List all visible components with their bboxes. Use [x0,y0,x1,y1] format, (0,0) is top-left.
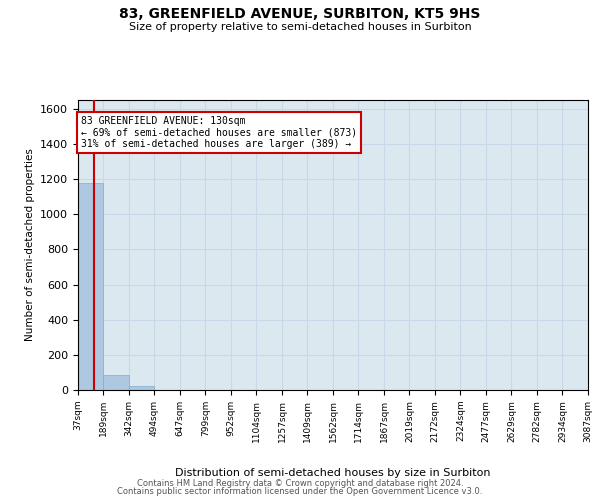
Bar [129,386,154,390]
Text: Size of property relative to semi-detached houses in Surbiton: Size of property relative to semi-detach… [128,22,472,32]
Text: Distribution of semi-detached houses by size in Surbiton: Distribution of semi-detached houses by … [175,468,491,477]
Text: 83, GREENFIELD AVENUE, SURBITON, KT5 9HS: 83, GREENFIELD AVENUE, SURBITON, KT5 9HS [119,8,481,22]
Bar [78,182,103,390]
Text: Contains HM Land Registry data © Crown copyright and database right 2024.: Contains HM Land Registry data © Crown c… [137,478,463,488]
Text: Contains public sector information licensed under the Open Government Licence v3: Contains public sector information licen… [118,487,482,496]
Bar [103,375,129,390]
Y-axis label: Number of semi-detached properties: Number of semi-detached properties [25,148,35,342]
Text: 83 GREENFIELD AVENUE: 130sqm
← 69% of semi-detached houses are smaller (873)
31%: 83 GREENFIELD AVENUE: 130sqm ← 69% of se… [81,116,357,149]
